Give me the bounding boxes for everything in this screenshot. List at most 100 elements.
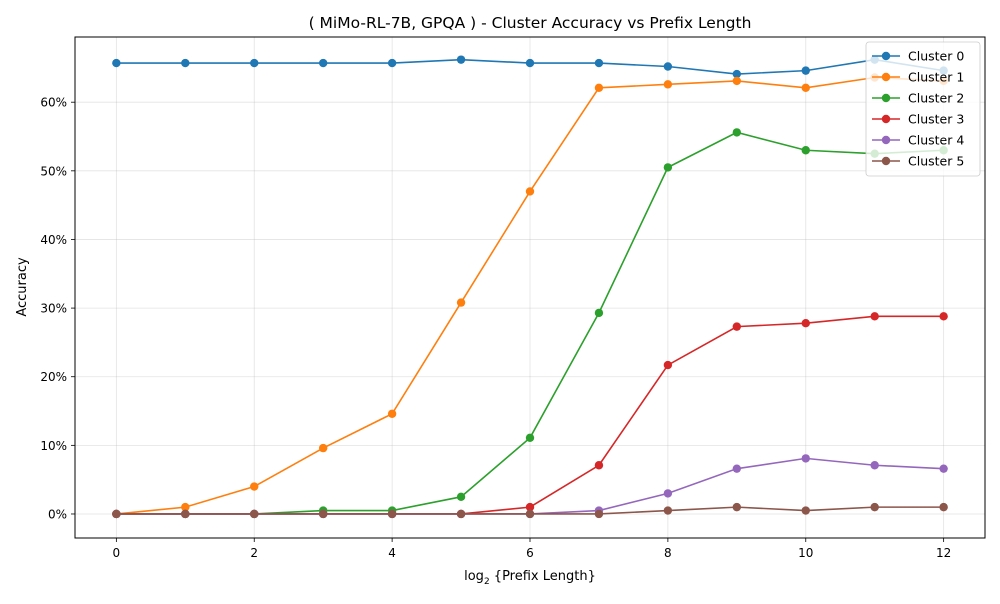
- data-point: [112, 509, 121, 519]
- y-axis-ticks: 0% 10% 20% 30% 40% 50% 60%: [40, 96, 75, 521]
- legend-item: Cluster 3: [872, 112, 964, 127]
- legend-swatch-marker: [881, 135, 891, 145]
- legend-item: Cluster 4: [872, 133, 964, 148]
- data-point: [663, 489, 673, 498]
- data-point: [525, 509, 535, 519]
- data-point: [801, 146, 810, 155]
- x-axis-label-rest: {Prefix Length}: [490, 569, 596, 584]
- y-tick-label: 60%: [40, 96, 67, 110]
- x-tick-label: 0: [113, 546, 121, 560]
- data-point: [525, 187, 535, 196]
- data-point: [801, 318, 810, 328]
- series-layer: [112, 55, 948, 519]
- data-point: [732, 128, 742, 137]
- data-point: [594, 83, 604, 92]
- data-point: [939, 502, 948, 512]
- data-point: [181, 58, 190, 68]
- data-point: [594, 461, 604, 470]
- data-point: [870, 312, 879, 321]
- data-point: [663, 163, 673, 172]
- grid-lines: [75, 37, 985, 538]
- plot-frame: [74, 36, 986, 539]
- data-point: [456, 492, 466, 502]
- x-axis-label-subscript: 2: [484, 577, 490, 587]
- y-tick-label: 10%: [40, 439, 67, 453]
- data-point: [663, 360, 673, 370]
- data-point: [456, 298, 466, 307]
- legend-label: Cluster 1: [908, 70, 964, 85]
- legend-swatch-marker: [881, 93, 891, 103]
- data-point: [318, 509, 328, 519]
- data-point: [112, 58, 121, 68]
- data-point: [939, 312, 948, 321]
- data-point: [732, 69, 742, 79]
- legend-label: Cluster 2: [908, 91, 964, 106]
- data-point: [663, 62, 673, 71]
- data-point: [663, 80, 673, 89]
- x-tick-label: 2: [250, 546, 258, 560]
- data-point: [456, 509, 466, 519]
- data-point: [663, 506, 673, 515]
- data-point: [387, 409, 397, 418]
- y-tick-label: 40%: [40, 233, 67, 247]
- legend-item: Cluster 1: [872, 70, 964, 85]
- legend-item: Cluster 0: [872, 49, 964, 64]
- data-point: [594, 58, 604, 68]
- legend-swatch-marker: [881, 156, 891, 166]
- data-point: [387, 58, 397, 68]
- x-tick-label: 12: [936, 546, 951, 560]
- data-point: [456, 55, 466, 64]
- data-point: [939, 464, 948, 473]
- x-tick-label: 4: [388, 546, 396, 560]
- x-tick-label: 10: [798, 546, 813, 560]
- data-point: [732, 76, 742, 86]
- data-point: [801, 83, 810, 92]
- x-axis-ticks: 0 2 4 6 8 10 12: [113, 538, 951, 560]
- data-point: [801, 506, 810, 515]
- data-point: [250, 509, 259, 519]
- y-axis-label: Accuracy: [15, 257, 30, 317]
- x-tick-label: 6: [526, 546, 534, 560]
- x-tick-label: 8: [664, 546, 672, 560]
- data-point: [732, 322, 742, 331]
- chart-title: ( MiMo-RL-7B, GPQA ) - Cluster Accuracy …: [309, 14, 752, 32]
- legend-box: [865, 41, 981, 177]
- data-point: [318, 58, 328, 68]
- legend-swatch-marker: [881, 51, 891, 61]
- legend-label: Cluster 0: [908, 49, 964, 64]
- series-cluster-5: [112, 502, 948, 519]
- legend-label: Cluster 3: [908, 112, 964, 127]
- legend-item: Cluster 2: [872, 91, 964, 106]
- legend: Cluster 0 Cluster 1 Cluster 2 Cluster 3 Clus…: [865, 41, 981, 177]
- legend-swatch-marker: [881, 72, 891, 82]
- data-point: [525, 433, 535, 442]
- y-tick-label: 0%: [48, 507, 67, 521]
- data-point: [870, 502, 879, 512]
- legend-swatch-marker: [881, 114, 891, 124]
- data-point: [318, 443, 328, 453]
- data-point: [525, 58, 535, 68]
- legend-label: Cluster 5: [908, 154, 964, 169]
- data-point: [250, 482, 259, 491]
- data-point: [594, 509, 604, 519]
- x-axis-label: log2 {Prefix Length}: [464, 569, 596, 587]
- data-point: [250, 58, 259, 68]
- data-point: [181, 502, 190, 512]
- data-point: [594, 308, 604, 318]
- y-tick-label: 20%: [40, 370, 67, 384]
- y-tick-label: 30%: [40, 302, 67, 316]
- y-tick-label: 50%: [40, 164, 67, 178]
- legend-label: Cluster 4: [908, 133, 964, 148]
- data-point: [181, 509, 190, 519]
- data-point: [732, 464, 742, 473]
- data-point: [387, 509, 397, 519]
- x-axis-label-main: log: [464, 569, 484, 584]
- data-point: [870, 461, 879, 470]
- data-point: [525, 502, 535, 512]
- data-point: [801, 66, 810, 75]
- data-point: [732, 502, 742, 512]
- legend-item: Cluster 5: [872, 154, 964, 169]
- data-point: [801, 454, 810, 463]
